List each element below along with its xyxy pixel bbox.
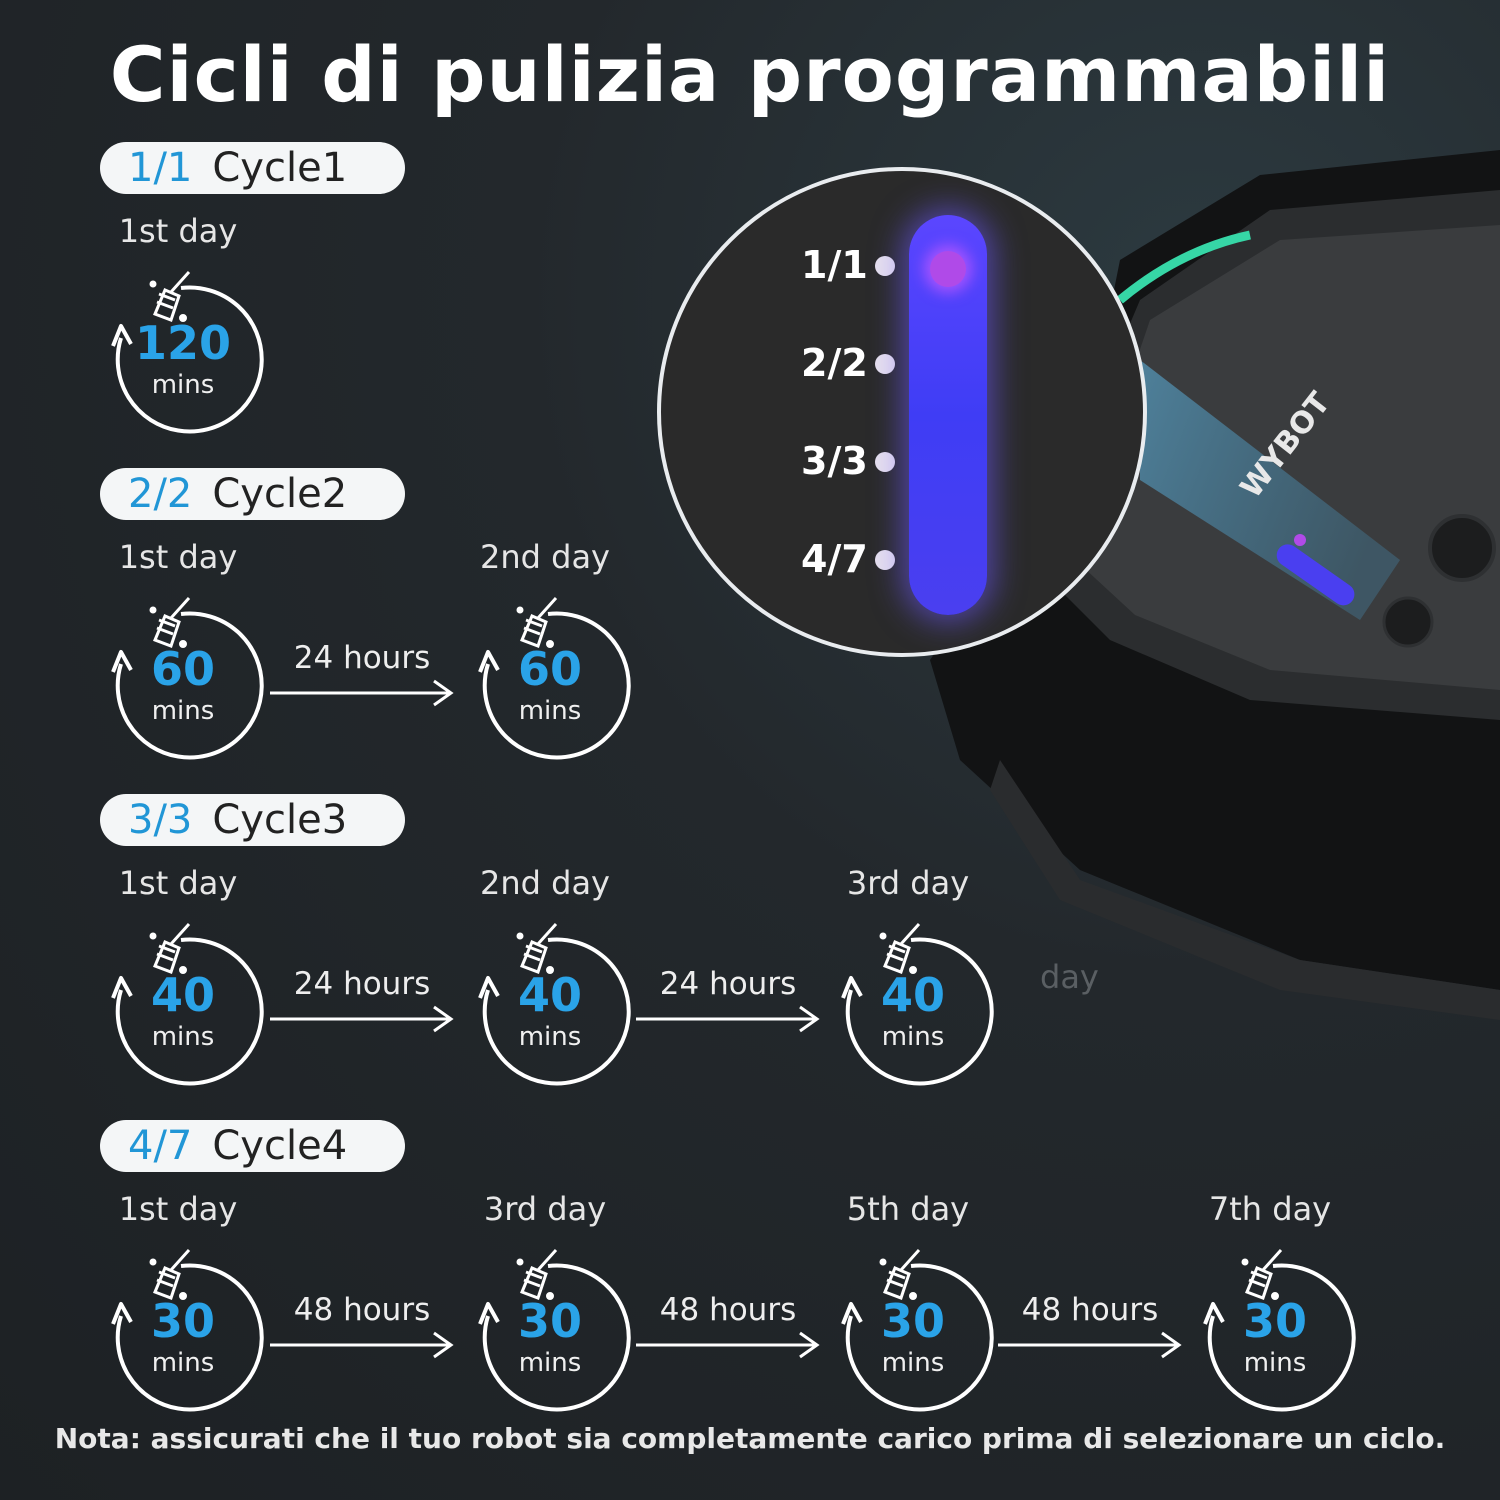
timer-ring-icon (478, 596, 631, 760)
zoom-label-4: 4/7 (801, 537, 868, 581)
timer-minutes: 30 (1242, 1294, 1307, 1348)
timer-ring-icon (111, 922, 264, 1086)
timer-unit: mins (151, 370, 215, 400)
timer-minutes: 60 (517, 642, 582, 696)
timer-unit: mins (151, 1022, 215, 1052)
timer-unit: mins (518, 696, 582, 726)
day-label: 3rd day (846, 864, 970, 902)
ghost-day-label: day (1040, 958, 1099, 996)
interval-label: 48 hours (293, 1292, 431, 1328)
cleaning-timer: 60 mins (103, 596, 264, 760)
cleaning-timer: 120 mins (103, 270, 264, 434)
timer-ring-icon (111, 596, 264, 760)
interval-label: 24 hours (293, 640, 431, 676)
arrow-right-icon (270, 1005, 454, 1033)
indicator-dot (875, 550, 895, 570)
zoom-label-1: 1/1 (801, 243, 868, 287)
day-label: 3rd day (483, 1190, 607, 1228)
timer-minutes: 30 (517, 1294, 582, 1348)
cleaning-timer: 40 mins (103, 922, 264, 1086)
cycle-fraction: 3/3 (128, 797, 193, 843)
cycle-badge-4: 4/7 Cycle4 (100, 1120, 405, 1172)
page-title: Cicli di pulizia programmabili (109, 30, 1391, 119)
cycle-fraction: 1/1 (128, 145, 193, 191)
cycle-fraction: 2/2 (128, 471, 193, 517)
timer-ring-icon (841, 922, 994, 1086)
timer-ring-icon (478, 1248, 631, 1412)
interval-gap: 24 hours (628, 966, 828, 1033)
day-label: 2nd day (480, 538, 610, 576)
arrow-right-icon (270, 1331, 454, 1359)
cleaning-timer: 40 mins (833, 922, 994, 1086)
interval-gap: 24 hours (262, 966, 462, 1033)
timer-unit: mins (151, 696, 215, 726)
cycle-name: Cycle2 (212, 471, 348, 517)
arrow-right-icon (270, 679, 454, 707)
arrow-right-icon (998, 1331, 1182, 1359)
cycle-name: Cycle1 (212, 145, 348, 191)
timer-minutes: 40 (880, 968, 945, 1022)
timer-ring-icon (478, 922, 631, 1086)
timer-unit: mins (518, 1348, 582, 1378)
timer-ring-icon (111, 270, 264, 434)
indicator-dot (875, 452, 895, 472)
interval-gap: 24 hours (262, 640, 462, 707)
interval-label: 24 hours (659, 966, 797, 1002)
indicator-dot (875, 354, 895, 374)
cycle-name: Cycle4 (212, 1123, 348, 1169)
timer-ring-icon (111, 1248, 264, 1412)
day-label: 1st day (118, 1190, 238, 1228)
cleaning-timer: 30 mins (833, 1248, 994, 1412)
indicator-zoom: 1/1 2/2 3/3 4/7 (657, 167, 1147, 657)
timer-minutes: 30 (880, 1294, 945, 1348)
cleaning-timer: 30 mins (470, 1248, 631, 1412)
day-label: 1st day (118, 864, 238, 902)
cleaning-timer: 40 mins (470, 922, 631, 1086)
cycle-badge-3: 3/3 Cycle3 (100, 794, 405, 846)
timer-unit: mins (518, 1022, 582, 1052)
day-label: 1st day (118, 538, 238, 576)
interval-label: 48 hours (659, 1292, 797, 1328)
timer-minutes: 40 (150, 968, 215, 1022)
interval-label: 24 hours (293, 966, 431, 1002)
cleaning-timer: 30 mins (1195, 1248, 1356, 1412)
day-label: 7th day (1208, 1190, 1332, 1228)
cleaning-timer: 60 mins (470, 596, 631, 760)
day-label: 1st day (118, 212, 238, 250)
day-label: 5th day (846, 1190, 970, 1228)
led-indicator-bar (909, 215, 987, 615)
arrow-right-icon (636, 1005, 820, 1033)
timer-ring-icon (1203, 1248, 1356, 1412)
cycle-fraction: 4/7 (128, 1123, 193, 1169)
timer-minutes: 40 (517, 968, 582, 1022)
day-label: 2nd day (480, 864, 610, 902)
cleaning-timer: 30 mins (103, 1248, 264, 1412)
interval-gap: 48 hours (262, 1292, 462, 1359)
charge-note: Nota: assicurati che il tuo robot sia co… (54, 1422, 1446, 1455)
cycle-name: Cycle3 (212, 797, 348, 843)
cycle-badge-2: 2/2 Cycle2 (100, 468, 405, 520)
arrow-right-icon (636, 1331, 820, 1359)
timer-minutes: 30 (150, 1294, 215, 1348)
active-led-icon (930, 251, 966, 287)
timer-minutes: 120 (134, 316, 232, 370)
timer-ring-icon (841, 1248, 994, 1412)
zoom-label-2: 2/2 (801, 341, 868, 385)
indicator-dot (875, 256, 895, 276)
cycle-badge-1: 1/1 Cycle1 (100, 142, 405, 194)
timer-unit: mins (881, 1348, 945, 1378)
interval-gap: 48 hours (628, 1292, 828, 1359)
timer-minutes: 60 (150, 642, 215, 696)
timer-unit: mins (881, 1022, 945, 1052)
zoom-label-3: 3/3 (801, 439, 868, 483)
interval-label: 48 hours (1021, 1292, 1159, 1328)
timer-unit: mins (151, 1348, 215, 1378)
interval-gap: 48 hours (990, 1292, 1190, 1359)
timer-unit: mins (1243, 1348, 1307, 1378)
